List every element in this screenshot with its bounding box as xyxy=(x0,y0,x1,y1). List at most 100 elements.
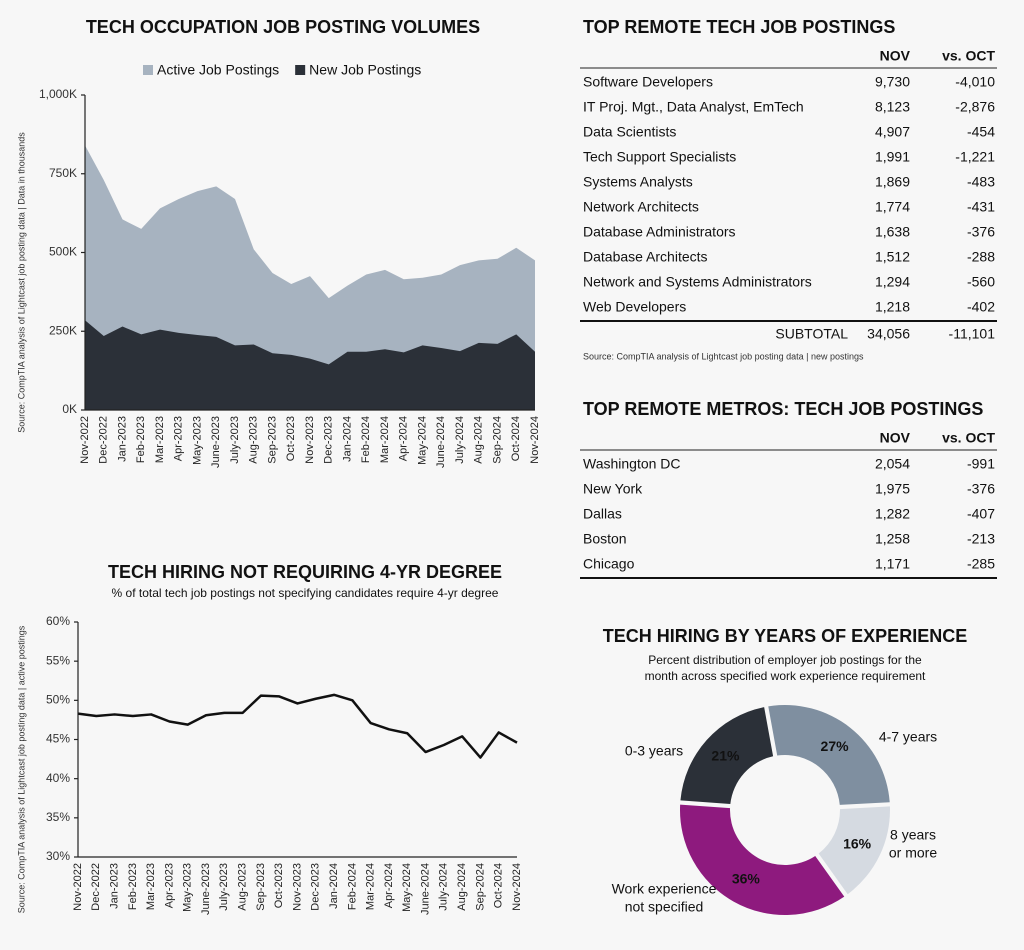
table-cell: 1,638 xyxy=(875,224,910,240)
table-cell: 1,991 xyxy=(875,149,910,165)
y-tick-label: 50% xyxy=(46,693,70,707)
table-cell: -376 xyxy=(967,224,995,240)
table-cell: Data Scientists xyxy=(583,124,676,140)
table-cell: 1,294 xyxy=(875,274,910,290)
chart-title: TECH HIRING BY YEARS OF EXPERIENCE xyxy=(603,626,967,646)
table-cell: -454 xyxy=(967,124,995,140)
x-tick-label: Dec-2023 xyxy=(323,416,335,464)
subtotal-cell: 34,056 xyxy=(867,326,910,342)
x-tick-label: July-2024 xyxy=(438,863,450,911)
table-cell: -991 xyxy=(967,456,995,472)
table-cell: -402 xyxy=(967,299,995,315)
y-tick-label: 40% xyxy=(46,771,70,785)
x-tick-label: May-2024 xyxy=(416,416,428,465)
table-cell: 8,123 xyxy=(875,99,910,115)
legend-swatch xyxy=(295,65,306,75)
table-cell: New York xyxy=(583,481,643,497)
x-tick-label: Apr-2024 xyxy=(383,863,395,908)
column-header: NOV xyxy=(880,430,911,446)
x-tick-label: Feb-2024 xyxy=(346,863,358,910)
x-tick-label: July-2023 xyxy=(218,863,230,911)
area xyxy=(85,320,535,410)
table-cell: 1,282 xyxy=(875,506,910,522)
x-tick-label: Aug-2024 xyxy=(473,416,485,464)
y-tick-label: 0K xyxy=(62,402,77,416)
table-cell: 4,907 xyxy=(875,124,910,140)
table-cell: 1,171 xyxy=(875,556,910,572)
table-cell: -213 xyxy=(967,531,995,547)
table-cell: 1,774 xyxy=(875,199,910,215)
legend-label: Active Job Postings xyxy=(157,62,279,78)
donut-slice xyxy=(680,804,845,915)
y-tick-label: 500K xyxy=(49,245,77,259)
table-cell: -288 xyxy=(967,249,995,265)
slice-category-label: 8 years xyxy=(890,827,936,843)
line xyxy=(77,693,518,759)
table-cell: Dallas xyxy=(583,506,622,522)
y-tick-label: 250K xyxy=(49,323,77,337)
y-tick-label: 750K xyxy=(49,166,77,180)
x-tick-label: July-2024 xyxy=(454,416,466,464)
x-tick-label: Dec-2023 xyxy=(310,863,322,911)
x-tick-label: June-2023 xyxy=(200,863,212,915)
x-tick-label: Aug-2024 xyxy=(456,863,468,911)
table-cell: -376 xyxy=(967,481,995,497)
x-tick-label: Jan-2024 xyxy=(328,863,340,909)
x-tick-label: June-2024 xyxy=(435,416,447,468)
x-tick-label: Feb-2023 xyxy=(127,863,139,910)
slice-value-label: 16% xyxy=(843,835,872,851)
table-title: TOP REMOTE METROS: TECH JOB POSTINGS xyxy=(583,399,983,419)
table-cell: Network and Systems Administrators xyxy=(583,274,812,290)
x-tick-label: Sep-2023 xyxy=(266,416,278,464)
x-tick-label: June-2024 xyxy=(419,863,431,915)
chart-subtitle: % of total tech job postings not specify… xyxy=(112,586,499,600)
slice-category-label: or more xyxy=(889,845,937,861)
x-tick-label: May-2024 xyxy=(401,863,413,912)
donut-slice xyxy=(680,707,774,804)
table-cell: Systems Analysts xyxy=(583,174,693,190)
table-cell: 1,258 xyxy=(875,531,910,547)
chart-subtitle: month across specified work experience r… xyxy=(645,669,926,683)
x-tick-label: Nov-2023 xyxy=(304,416,316,464)
table-cell: 1,869 xyxy=(875,174,910,190)
table-cell: Network Architects xyxy=(583,199,699,215)
column-header: NOV xyxy=(880,48,911,64)
x-tick-label: Dec-2022 xyxy=(98,416,110,464)
donut-slice xyxy=(768,705,890,805)
table-cell: Database Architects xyxy=(583,249,708,265)
slice-category-label: not specified xyxy=(625,899,704,915)
table-cell: -483 xyxy=(967,174,995,190)
x-tick-label: Aug-2023 xyxy=(248,416,260,464)
table-cell: Database Administrators xyxy=(583,224,736,240)
x-tick-label: Nov-2024 xyxy=(511,863,523,911)
source-note: Source: CompTIA analysis of Lightcast jo… xyxy=(16,132,26,433)
table-cell: -285 xyxy=(967,556,995,572)
table-cell: -431 xyxy=(967,199,995,215)
x-tick-label: Nov-2022 xyxy=(79,416,91,464)
slice-category-label: Work experience xyxy=(612,881,717,897)
x-tick-label: Sep-2023 xyxy=(255,863,267,911)
x-tick-label: Nov-2023 xyxy=(291,863,303,911)
table-cell: -1,221 xyxy=(955,149,995,165)
table-cell: 1,975 xyxy=(875,481,910,497)
table-cell: Web Developers xyxy=(583,299,686,315)
table-cell: 2,054 xyxy=(875,456,910,472)
source-note: Source: CompTIA analysis of Lightcast jo… xyxy=(583,351,864,361)
legend-swatch xyxy=(143,65,153,75)
chart-subtitle: Percent distribution of employer job pos… xyxy=(648,653,922,667)
x-tick-label: Jan-2024 xyxy=(341,416,353,462)
x-tick-label: July-2023 xyxy=(229,416,241,464)
y-tick-label: 35% xyxy=(46,810,70,824)
slice-value-label: 27% xyxy=(821,738,850,754)
source-note: Source: CompTIA analysis of Lightcast jo… xyxy=(16,625,26,913)
x-tick-label: Oct-2023 xyxy=(285,416,297,461)
slice-value-label: 36% xyxy=(732,870,761,886)
x-tick-label: May-2023 xyxy=(182,863,194,912)
x-tick-label: Oct-2024 xyxy=(493,863,505,908)
x-tick-label: Apr-2023 xyxy=(163,863,175,908)
x-tick-label: Nov-2024 xyxy=(529,416,541,464)
table-cell: Tech Support Specialists xyxy=(583,149,736,165)
table-title: TOP REMOTE TECH JOB POSTINGS xyxy=(583,17,895,37)
x-tick-label: Mar-2024 xyxy=(379,416,391,463)
